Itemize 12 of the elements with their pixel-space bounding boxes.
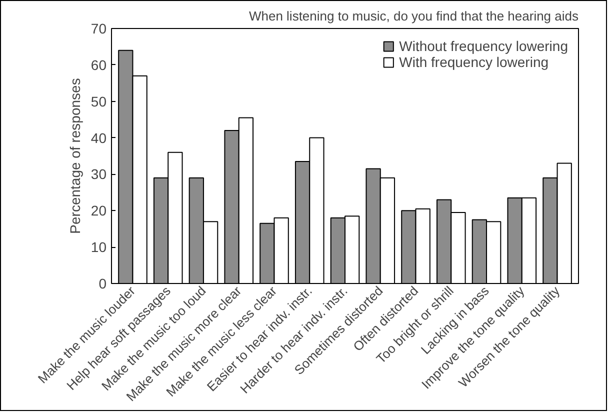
legend-label: Without frequency lowering	[399, 38, 568, 54]
chart-title: When listening to music, do you find that the hearing aids	[248, 8, 579, 24]
y-tick-label: 50	[90, 93, 107, 110]
y-tick-label: 40	[90, 130, 107, 146]
y-tick-label: 0	[98, 276, 107, 292]
y-tick-label: 30	[90, 166, 107, 182]
y-tick-label: 10	[90, 239, 107, 256]
y-axis-title: Percentage of responses	[66, 78, 83, 234]
y-tick-label: 70	[90, 20, 107, 36]
y-tick-label: 20	[90, 202, 107, 219]
legend-label: With frequency lowering	[399, 54, 549, 70]
y-tick-label: 60	[90, 56, 107, 73]
